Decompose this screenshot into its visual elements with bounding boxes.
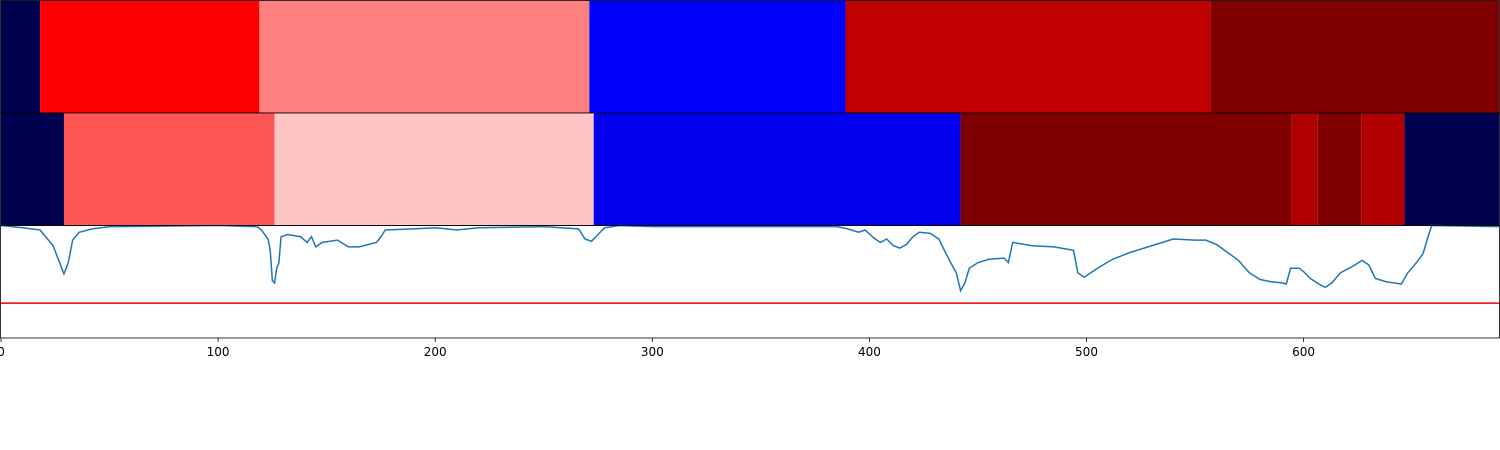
segment (593, 113, 961, 226)
segment (1291, 113, 1318, 226)
x-tick-label: 600 (1292, 345, 1315, 359)
x-tick-label: 300 (641, 345, 664, 359)
x-tick-label: 200 (424, 345, 447, 359)
segment (259, 0, 590, 113)
segment (274, 113, 594, 226)
segment (1404, 113, 1499, 226)
segment (1, 113, 64, 226)
segment (1361, 113, 1405, 226)
x-tick-label: 0 (0, 345, 5, 359)
segment (63, 113, 275, 226)
x-tick-label: 500 (1075, 345, 1098, 359)
x-tick-label: 400 (858, 345, 881, 359)
segment (589, 0, 846, 113)
segment (1210, 0, 1499, 113)
x-tick-label: 100 (207, 345, 230, 359)
segment (1, 0, 41, 113)
segment (1317, 113, 1362, 226)
segment (960, 113, 1292, 226)
segment (845, 0, 1211, 113)
segment (40, 0, 260, 113)
line (0, 224, 1500, 293)
